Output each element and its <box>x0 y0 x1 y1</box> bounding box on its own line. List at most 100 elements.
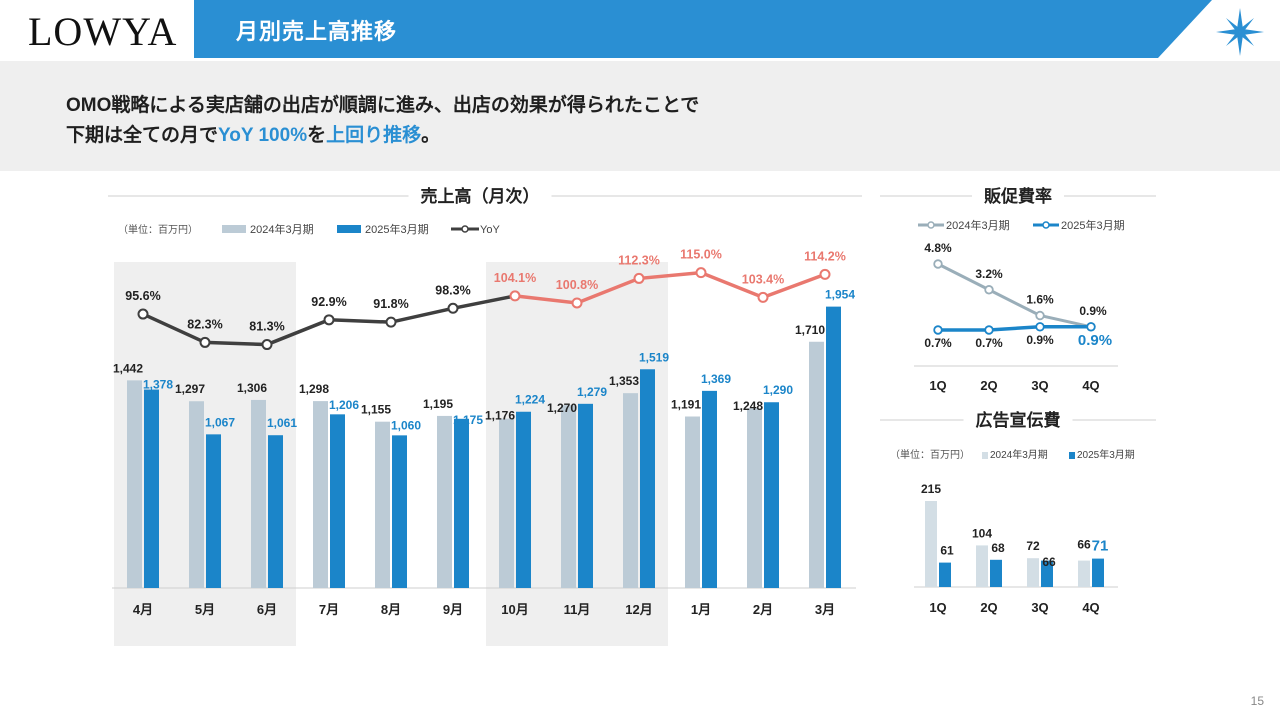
bar-prev <box>437 415 452 588</box>
lead-text: 。 <box>421 125 441 146</box>
bar-prev <box>499 418 514 588</box>
legend-label-yoy: YoY <box>480 224 500 236</box>
yoy-label: 104.1% <box>494 271 536 285</box>
bar-label-prev: 1,155 <box>361 403 391 417</box>
bar-label-prev: 1,195 <box>423 397 453 411</box>
ad-label-prev: 215 <box>921 482 941 496</box>
compass-star-icon <box>1216 8 1264 56</box>
bar-label-prev: 1,270 <box>547 401 577 415</box>
x-tick-label: 3Q <box>1031 600 1048 615</box>
bar-prev <box>189 401 204 588</box>
bar-label-curr: 1,206 <box>329 398 359 412</box>
yoy-label: 91.8% <box>373 297 408 311</box>
ad-unit-label: （単位：百万円） <box>890 448 970 461</box>
bar-label-curr: 1,369 <box>701 372 731 386</box>
x-tick-label: 8月 <box>381 602 401 617</box>
lead-highlight-yoy: YoY 100% <box>218 125 308 146</box>
legend-label-curr: 2025年3月期 <box>365 222 429 236</box>
promo-point-curr <box>1035 322 1045 332</box>
yoy-point <box>571 297 583 309</box>
promo-point-curr <box>1086 322 1096 332</box>
x-tick-label: 4Q <box>1082 600 1099 615</box>
lead-line-2: 下期は全ての月でYoY 100%を上回り推移。 <box>66 120 440 147</box>
yoy-label: 92.9% <box>311 295 346 309</box>
promo-label-curr: 0.7% <box>975 336 1003 350</box>
ad-label-curr: 71 <box>1092 538 1109 555</box>
ad-cost-title: 広告宣伝費 <box>976 410 1061 430</box>
bar-prev <box>623 393 638 588</box>
ad-label-curr: 61 <box>940 544 954 558</box>
header: LOWYA 月別売上高推移 <box>0 0 1280 60</box>
x-tick-label: 1Q <box>929 600 946 615</box>
lead-panel: OMO戦略による実店舗の出店が順調に進み、出店の効果が得られたことで 下期は全て… <box>0 61 1280 171</box>
bar-prev <box>747 408 762 588</box>
bar-curr <box>764 402 779 588</box>
lead-line-1: OMO戦略による実店舗の出店が順調に進み、出店の効果が得られたことで <box>66 95 700 116</box>
x-tick-label: 2月 <box>753 602 773 617</box>
bar-curr <box>454 418 469 588</box>
ad-bar-prev <box>976 545 988 587</box>
bar-label-prev: 1,248 <box>733 399 763 413</box>
yoy-label: 115.0% <box>680 248 722 262</box>
bar-label-curr: 1,954 <box>825 288 855 302</box>
bar-label-curr: 1,279 <box>577 385 607 399</box>
legend-label-curr: 2025年3月期 <box>1077 448 1135 461</box>
page-number: 15 <box>1250 694 1264 708</box>
yoy-label: 82.3% <box>187 317 222 331</box>
bar-curr <box>826 306 841 588</box>
bar-curr <box>578 403 593 588</box>
yoy-point <box>695 267 707 279</box>
x-tick-label: 1月 <box>691 602 711 617</box>
bar-label-curr: 1,067 <box>205 415 235 429</box>
bar-label-curr: 1,175 <box>453 413 483 427</box>
yoy-point <box>819 268 831 280</box>
yoy-label: 114.2% <box>804 249 846 263</box>
legend-marker-prev <box>927 221 935 229</box>
legend-marker-curr <box>1042 221 1050 229</box>
bar-label-prev: 1,298 <box>299 382 329 396</box>
ad-bar-curr <box>990 559 1002 587</box>
yoy-label: 100.8% <box>556 278 598 292</box>
x-tick-label: 9月 <box>443 602 463 617</box>
yoy-label: 98.3% <box>435 283 470 297</box>
x-tick-label: 7月 <box>319 602 339 617</box>
bar-label-curr: 1,061 <box>267 416 297 430</box>
ad-bar-curr <box>1041 560 1053 587</box>
promo-label-prev: 4.8% <box>924 241 952 255</box>
bar-prev <box>127 380 142 588</box>
sales-unit-label: （単位：百万円） <box>118 223 198 236</box>
promo-line-prev <box>937 262 1092 329</box>
bar-prev <box>809 341 824 588</box>
promo-point-prev <box>1035 310 1045 321</box>
promo-rate-title: 販促費率 <box>984 186 1052 206</box>
bar-curr <box>640 369 655 588</box>
ad-label-curr: 66 <box>1042 555 1056 569</box>
x-tick-label: 6月 <box>257 602 277 617</box>
bar-prev <box>685 416 700 588</box>
legend-label-prev: 2024年3月期 <box>990 448 1048 461</box>
ad-bar-curr <box>939 562 951 587</box>
promo-label-prev: 3.2% <box>975 267 1003 281</box>
x-tick-label: 2Q <box>980 378 997 393</box>
ad-bar-prev <box>1078 560 1090 587</box>
yoy-line-above-100 <box>514 270 826 305</box>
bar-label-curr: 1,378 <box>143 377 173 391</box>
company-logo: LOWYA <box>28 9 178 54</box>
promo-label-prev: 1.6% <box>1026 293 1054 307</box>
x-tick-label: 2Q <box>980 600 997 615</box>
ad-label-prev: 66 <box>1077 538 1091 552</box>
legend-marker-yoy <box>461 225 469 233</box>
yoy-point <box>447 302 459 314</box>
bar-label-prev: 1,442 <box>113 361 143 375</box>
bar-label-curr: 1,060 <box>391 419 421 433</box>
bar-label-prev: 1,176 <box>485 409 515 423</box>
promo-point-prev <box>933 259 943 269</box>
promo-point-curr <box>933 325 943 335</box>
bar-curr <box>516 411 531 588</box>
x-tick-label: 5月 <box>195 602 215 617</box>
yoy-point <box>323 314 335 326</box>
yoy-point <box>757 291 769 303</box>
promo-point-curr <box>984 325 994 335</box>
x-tick-label: 4Q <box>1082 378 1099 393</box>
